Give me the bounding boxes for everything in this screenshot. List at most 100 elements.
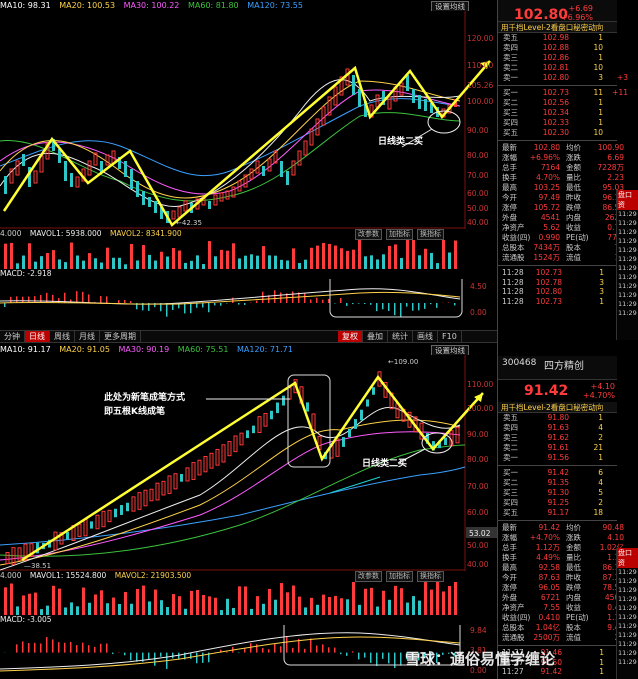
book-row[interactable]: 卖五 91.80 1 <box>503 413 603 422</box>
vol-bar <box>400 257 403 269</box>
book-row[interactable]: 卖一 91.56 1 <box>503 453 603 462</box>
macd-bar <box>424 303 426 309</box>
macd-bar <box>202 303 204 308</box>
level2-banner-2[interactable]: 用千档Level-2看盘口秘密动向 <box>498 402 617 413</box>
axis2-current: 53.02 <box>469 529 491 538</box>
side-time: 11:29 <box>618 228 637 236</box>
switch-indicator-button-2[interactable]: 换指标 <box>417 571 444 582</box>
candle <box>257 416 262 434</box>
book-row[interactable]: 买一 102.73 11 +11 <box>503 88 628 97</box>
candle <box>11 547 16 565</box>
vol-bar <box>262 603 265 615</box>
vol-bar <box>94 594 97 615</box>
tab-daily[interactable]: 日线 <box>25 331 50 342</box>
macd-bar <box>232 297 234 303</box>
watermark: 雪球：通俗易懂学缠论 <box>405 650 556 668</box>
side-time: 11:29 <box>618 595 637 603</box>
stat-row: 今开 97.49 昨收 96.11 <box>502 193 624 202</box>
candle <box>348 428 351 438</box>
book-row[interactable]: 买四 91.25 2 <box>503 498 603 507</box>
modify-params-button[interactable]: 改参数 <box>355 229 382 240</box>
switch-indicator-button[interactable]: 换指标 <box>417 229 444 240</box>
tick-row: 11:28 102.78 3 <box>502 277 604 287</box>
book-row[interactable]: 买四 102.33 1 <box>503 118 603 127</box>
book-row[interactable]: 卖一 102.80 3 +3 <box>503 73 628 82</box>
ask-book-1: 卖五 102.98 1 卖四 102.88 10 卖三 102.86 1 卖二 102.81 10 卖一… <box>498 33 628 83</box>
tab-stats[interactable]: 统计 <box>388 331 413 342</box>
tab-overlay[interactable]: 叠加 <box>363 331 388 342</box>
tab-monthly[interactable]: 月线 <box>75 331 100 342</box>
book-row[interactable]: 卖三 102.86 1 <box>503 53 603 62</box>
vol-bar <box>370 587 373 615</box>
vol-bar <box>322 242 325 269</box>
vol-bar <box>100 262 103 269</box>
macd-bar <box>82 291 84 303</box>
vol-bar <box>10 242 13 269</box>
candle <box>432 441 435 451</box>
candle <box>53 531 58 551</box>
side-time: 11:29 <box>618 577 637 585</box>
book-row[interactable]: 买一 91.42 6 <box>503 468 603 477</box>
candle <box>438 440 441 449</box>
book-row[interactable]: 买五 91.17 18 <box>503 508 603 517</box>
candle <box>372 387 375 395</box>
tab-f10[interactable]: F10 <box>438 331 462 342</box>
macd-bar <box>106 643 108 653</box>
macd-bar <box>34 642 36 653</box>
candle <box>29 543 34 557</box>
side-time: 11:29 <box>618 640 637 648</box>
book-row[interactable]: 买二 91.35 4 <box>503 478 603 487</box>
book-row[interactable]: 卖三 91.62 2 <box>503 433 603 442</box>
macd-bar <box>226 651 228 653</box>
vol-bar <box>292 585 295 615</box>
macd-bar <box>310 638 312 653</box>
book-row[interactable]: 卖四 91.63 4 <box>503 423 603 432</box>
macd-bar <box>178 652 180 659</box>
side-time: 11:29 <box>618 658 637 666</box>
stat-row: 总手 7164 金额 7228万 <box>502 163 624 172</box>
macd-bar <box>412 303 414 311</box>
tab-more-periods[interactable]: 更多周期 <box>100 331 141 342</box>
book-row[interactable]: 买二 102.56 1 <box>503 98 603 107</box>
vol-bar <box>418 600 421 615</box>
book-row[interactable]: 卖二 91.61 21 <box>503 443 603 452</box>
candle <box>36 542 39 554</box>
vol-bar <box>226 598 229 615</box>
macd-bar <box>334 647 336 653</box>
book-row[interactable]: 卖四 102.88 10 <box>503 43 603 52</box>
candle <box>5 552 10 564</box>
tab-restore-rights[interactable]: 复权 <box>338 331 363 342</box>
macd-bar <box>316 297 318 303</box>
stat-row: 流通股1524万流值15 <box>502 253 624 262</box>
tab-weekly[interactable]: 周线 <box>50 331 75 342</box>
add-indicator-button[interactable]: 加指标 <box>386 229 413 240</box>
macd-bar <box>52 294 54 303</box>
tab-draw[interactable]: 画线 <box>413 331 438 342</box>
macd-bar <box>442 652 444 655</box>
book-row[interactable]: 买三 91.30 5 <box>503 488 603 497</box>
volume-legend-2: 4.000 MAVOL1: 15524.800 MAVOL2: 21903.50… <box>0 571 192 580</box>
book-row[interactable]: 买五 102.30 10 <box>503 128 603 137</box>
ma30-label: MA30: 90.19 <box>118 345 170 354</box>
candle <box>252 425 255 434</box>
candle <box>101 510 106 528</box>
candle <box>342 437 345 447</box>
level2-banner-1[interactable]: 用千档Level-2看盘口秘密动向 <box>498 22 617 33</box>
vol-bar <box>358 240 361 269</box>
macd-bar <box>382 303 384 310</box>
macd-bar <box>136 303 138 310</box>
vol-bar <box>52 585 55 615</box>
side-time: 11:29 <box>618 613 637 621</box>
book-row[interactable]: 卖二 102.81 10 <box>503 63 603 72</box>
stock-code-2: 300468 <box>502 358 537 368</box>
vol-bar <box>442 240 445 269</box>
book-row[interactable]: 买三 102.34 1 <box>503 108 603 117</box>
vol-bar <box>112 257 115 269</box>
modify-params-button-2[interactable]: 改参数 <box>355 571 382 582</box>
candle <box>95 514 100 530</box>
chart-panel-2: MA10: 91.17 MA20: 91.05 MA30: 90.19 MA60… <box>0 344 497 679</box>
book-row[interactable]: 卖五 102.98 1 <box>503 33 603 42</box>
tab-minute[interactable]: 分钟 <box>0 331 25 342</box>
add-indicator-button-2[interactable]: 加指标 <box>386 571 413 582</box>
